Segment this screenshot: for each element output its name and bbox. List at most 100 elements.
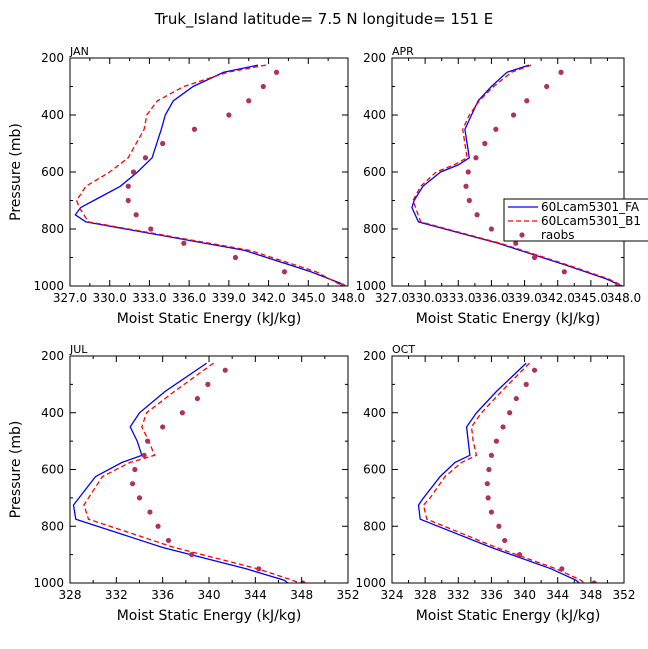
raobs-point [488,226,495,232]
legend-marker [519,232,525,238]
raobs-point [488,452,495,458]
y-tick-label: 1000 [33,576,64,590]
raobs-point [513,240,519,246]
plot-frame [391,355,625,584]
plot-area [74,64,346,286]
x-tick-label: 332 [447,588,470,602]
y-tick-label: 1000 [33,279,64,293]
b1-line [83,362,300,583]
raobs-point [141,452,147,458]
y-tick-label: 600 [41,463,64,477]
raobs-point [485,495,491,501]
plot-frame [391,57,625,287]
raobs-point [260,83,266,90]
b1-line [422,362,585,583]
raobs-point [281,269,288,275]
x-tick-label: 352 [613,588,636,602]
x-tick-label: 345.0 [574,291,608,305]
x-tick-label: 336.0 [172,291,206,305]
x-tick-label: 348 [290,588,313,602]
raobs-point [133,212,139,218]
raobs-point [496,523,502,529]
raobs-point [486,466,492,473]
raobs-point [482,140,488,147]
raobs-point [561,269,567,275]
raobs-point [160,424,166,430]
legend-label: 60Lcam5301_B1 [541,214,641,228]
x-tick-label: 330.0 [93,291,127,305]
x-tick-label: 327.0 [375,291,409,305]
x-tick-label: 324 [381,588,404,602]
raobs-point [246,98,252,104]
fa-line [72,362,289,583]
raobs-point [544,83,550,90]
legend-label: 60Lcam5301_FA [541,200,640,214]
raobs-point [559,566,565,572]
y-tick-label: 400 [41,406,64,420]
x-tick-label: 348.0 [607,291,641,305]
x-axis-label: Moist Static Energy (kJ/kg) [117,608,302,624]
legend-label: raobs [541,228,575,242]
raobs-point [222,367,228,373]
y-tick-label: 600 [363,463,386,477]
y-tick-label: 800 [363,519,386,533]
raobs-point [474,212,480,218]
raobs-point [531,367,538,373]
raobs-point [465,169,471,175]
raobs-point [205,381,211,387]
raobs-point [510,112,517,118]
raobs-point [165,537,172,544]
y-tick-label: 200 [41,349,64,363]
plot-frame [69,57,349,287]
y-tick-label: 400 [363,406,386,420]
raobs-point [125,183,131,189]
raobs-point [181,240,187,246]
fa-line [417,362,580,583]
y-tick-label: 400 [41,108,64,122]
figure-title: Truk_Island latitude= 7.5 N longitude= 1… [154,10,494,29]
raobs-point [256,566,262,572]
plot-frame [69,355,349,584]
y-tick-label: 200 [41,51,64,65]
raobs-point [194,395,201,402]
raobs-point [232,254,239,261]
raobs-point [484,481,490,487]
x-tick-label: 328 [59,588,82,602]
y-tick-label: 800 [41,519,64,533]
raobs-point [500,424,506,430]
raobs-point [148,226,154,232]
raobs-point [191,126,198,132]
panel-title: JAN [69,45,89,58]
legend-box [503,198,648,242]
y-tick-label: 1000 [355,279,386,293]
x-tick-label: 336 [151,588,174,602]
y-tick-label: 200 [363,51,386,65]
x-tick-label: 352 [337,588,360,602]
raobs-point [132,466,138,473]
raobs-point [493,126,499,132]
raobs-point [273,69,280,75]
x-tick-label: 339.0 [212,291,246,305]
raobs-point [179,410,185,416]
raobs-point [488,509,495,515]
raobs-point [189,552,195,558]
fa-line [74,64,346,286]
plot-area [72,362,306,583]
y-axis-label: Pressure (mb) [8,123,24,221]
x-tick-label: 330.0 [408,291,442,305]
y-tick-label: 800 [41,222,64,236]
x-tick-label: 336.0 [474,291,508,305]
y-tick-label: 1000 [355,576,386,590]
y-tick-label: 600 [363,165,386,179]
raobs-point [531,254,538,261]
y-tick-label: 600 [41,165,64,179]
x-axis-label: Moist Static Energy (kJ/kg) [117,311,302,327]
raobs-point [142,155,149,161]
x-tick-label: 327.0 [53,291,87,305]
raobs-point [340,283,346,286]
raobs-point [160,140,166,147]
